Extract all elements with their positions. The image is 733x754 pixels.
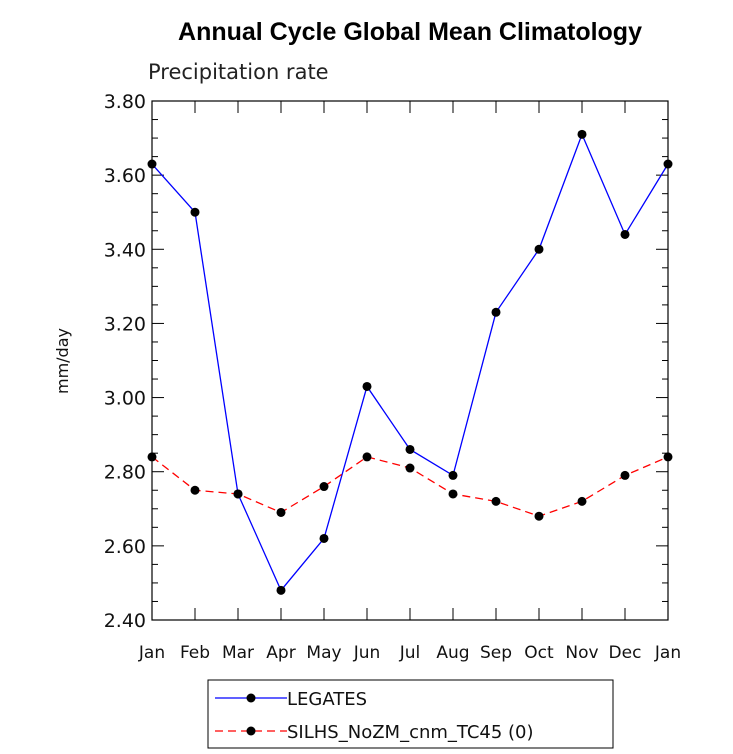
data-point-series-2 xyxy=(319,482,329,492)
x-tick-label: Jun xyxy=(353,643,381,663)
data-point-series-1 xyxy=(405,444,415,454)
data-point-series-1 xyxy=(663,159,673,169)
data-point-series-2 xyxy=(405,463,415,473)
data-point-series-2 xyxy=(147,452,157,462)
x-tick-label: Oct xyxy=(524,643,554,663)
x-tick-label: Dec xyxy=(609,643,642,663)
y-tick-label: 2.60 xyxy=(104,536,146,558)
x-tick-label: Jan xyxy=(138,643,165,663)
x-tick-labels: Jan Feb Mar Apr May Jun Jul Aug Sep Oct Nov Dec Jan xyxy=(138,643,681,663)
y-tick-label: 2.40 xyxy=(104,610,146,632)
data-point-series-1 xyxy=(190,207,200,217)
legend: LEGATES SILHS_NoZM_cnm_TC45 (0) xyxy=(207,679,614,749)
legend-label-2: SILHS_NoZM_cnm_TC45 (0) xyxy=(287,722,534,743)
data-point-series-1 xyxy=(491,307,501,317)
data-point-series-1 xyxy=(319,533,329,543)
plot-frame xyxy=(151,100,669,621)
x-tick-label: Aug xyxy=(436,643,469,663)
chart-subtitle: Precipitation rate xyxy=(148,60,329,84)
legend-box xyxy=(207,679,614,749)
series-line-1 xyxy=(151,132,669,592)
data-point-series-1 xyxy=(620,229,630,239)
x-tick-label: Nov xyxy=(565,643,598,663)
data-point-series-2 xyxy=(276,507,286,517)
data-point-series-2 xyxy=(534,511,544,521)
data-point-series-2 xyxy=(491,496,501,506)
y-tick-label: 3.40 xyxy=(104,239,146,261)
y-tick-label: 3.20 xyxy=(104,313,146,335)
data-point-series-2 xyxy=(620,470,630,480)
x-tick-label: May xyxy=(306,643,341,663)
legend-marker-2 xyxy=(246,726,256,736)
y-tick-label: 2.80 xyxy=(104,462,146,484)
x-tick-label: Feb xyxy=(180,643,210,663)
data-point-series-1 xyxy=(276,585,286,595)
chart-title: Annual Cycle Global Mean Climatology xyxy=(178,18,642,46)
data-point-series-2 xyxy=(362,452,372,462)
data-point-series-1 xyxy=(534,244,544,254)
y-tick-label: 3.80 xyxy=(104,91,146,113)
y-tick-label: 3.00 xyxy=(104,388,146,410)
x-tick-label: Jan xyxy=(654,643,681,663)
data-point-series-1 xyxy=(147,159,157,169)
data-point-series-2 xyxy=(233,489,243,499)
y-tick-label: 3.60 xyxy=(104,165,146,187)
data-point-series-2 xyxy=(577,496,587,506)
x-tick-label: Sep xyxy=(480,643,512,663)
x-tick-label: Jul xyxy=(399,643,421,663)
x-tick-label: Apr xyxy=(266,643,295,663)
data-point-series-1 xyxy=(577,129,587,139)
data-point-series-2 xyxy=(448,489,458,499)
data-point-series-1 xyxy=(362,381,372,391)
data-point-series-2 xyxy=(190,485,200,495)
series-layer xyxy=(147,129,673,595)
y-tick-labels: 2.40 2.60 2.80 3.00 3.20 3.40 3.60 3.80 xyxy=(104,91,146,632)
x-tick-label: Mar xyxy=(222,643,254,663)
axis-ticks xyxy=(151,100,669,621)
y-axis-label: mm/day xyxy=(53,328,72,394)
data-point-series-2 xyxy=(663,452,673,462)
legend-marker-1 xyxy=(246,693,256,703)
data-point-series-1 xyxy=(448,470,458,480)
legend-label-1: LEGATES xyxy=(287,689,367,710)
